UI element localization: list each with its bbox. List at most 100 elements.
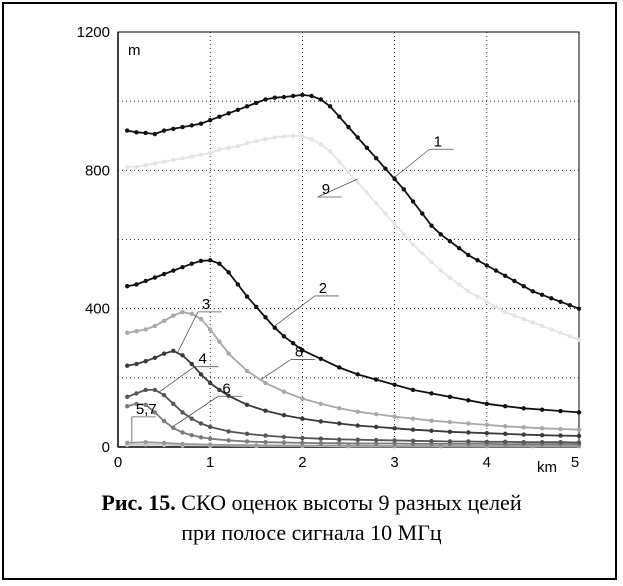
data-point xyxy=(373,377,379,382)
data-point xyxy=(134,164,139,170)
data-point xyxy=(143,327,148,332)
data-point xyxy=(152,131,158,137)
data-point xyxy=(484,263,489,268)
data-point xyxy=(161,351,167,356)
data-point xyxy=(134,391,139,396)
data-point xyxy=(373,156,379,161)
data-point xyxy=(558,433,563,438)
data-point xyxy=(337,114,342,119)
data-point xyxy=(300,92,305,98)
data-point xyxy=(429,391,434,396)
series-6 xyxy=(125,401,582,447)
data-point xyxy=(217,261,222,266)
data-point xyxy=(244,431,250,437)
data-point xyxy=(521,425,526,430)
data-point xyxy=(180,430,185,435)
series-1 xyxy=(125,92,582,311)
data-point xyxy=(189,261,194,266)
data-point xyxy=(161,440,167,446)
data-point xyxy=(281,412,287,418)
data-point xyxy=(189,361,194,367)
data-point xyxy=(539,439,545,445)
data-point xyxy=(539,292,545,298)
series-4 xyxy=(125,387,582,445)
x-tick-label: 5 xyxy=(571,454,579,471)
data-point xyxy=(318,401,324,406)
data-point xyxy=(180,156,185,161)
leader-line xyxy=(260,359,292,380)
caption-line-2: при полосе сигнала 10 МГц xyxy=(0,520,623,546)
data-point xyxy=(134,130,139,135)
data-point xyxy=(410,387,416,393)
grid-lines xyxy=(118,32,579,447)
data-point xyxy=(576,433,582,439)
leader-line xyxy=(159,366,195,392)
figure-frame xyxy=(2,2,617,580)
data-point xyxy=(392,438,397,443)
data-point xyxy=(281,94,287,100)
data-point xyxy=(217,387,222,393)
data-point xyxy=(539,433,545,438)
data-point xyxy=(290,93,296,99)
data-point xyxy=(558,330,563,336)
data-point xyxy=(447,429,453,434)
data-point xyxy=(466,421,471,426)
data-point xyxy=(521,316,526,322)
data-point xyxy=(281,334,287,339)
curve-label-6: 6 xyxy=(173,380,243,427)
data-point xyxy=(503,309,508,315)
data-point xyxy=(493,304,499,310)
data-point xyxy=(512,313,517,318)
data-point xyxy=(235,107,241,113)
data-point xyxy=(198,121,204,126)
data-point xyxy=(318,419,324,424)
data-point xyxy=(327,149,333,154)
data-point xyxy=(198,435,204,440)
data-point xyxy=(318,436,324,441)
data-point xyxy=(226,270,231,275)
data-point xyxy=(290,133,296,138)
data-point xyxy=(355,372,360,377)
data-point xyxy=(300,416,305,421)
data-point xyxy=(125,128,130,133)
data-point xyxy=(125,394,130,400)
data-point xyxy=(318,356,324,362)
leader-line xyxy=(394,148,430,178)
data-point xyxy=(171,313,176,318)
data-point xyxy=(355,409,360,414)
data-point xyxy=(447,275,453,280)
series-8 xyxy=(125,309,582,432)
data-point xyxy=(125,403,130,409)
series-line-1 xyxy=(127,93,580,310)
data-point xyxy=(281,389,287,394)
data-point xyxy=(244,104,250,109)
data-point xyxy=(134,328,139,334)
data-point xyxy=(392,441,397,446)
curve-label-9: 9 xyxy=(317,178,358,198)
data-point xyxy=(576,427,582,432)
data-point xyxy=(152,161,158,166)
x-tick-label: 4 xyxy=(483,454,491,471)
curve-label-8: 8 xyxy=(260,344,315,380)
curve-label-text: 4 xyxy=(198,351,206,368)
data-point xyxy=(346,443,351,448)
data-point xyxy=(161,418,167,424)
data-point xyxy=(134,401,139,406)
data-point xyxy=(244,439,250,444)
data-point xyxy=(171,348,176,354)
data-point xyxy=(346,124,351,130)
x-tick-label: 2 xyxy=(298,454,306,471)
data-point xyxy=(208,424,213,430)
data-point xyxy=(337,365,342,370)
data-point xyxy=(254,304,259,310)
data-point xyxy=(346,169,351,175)
curve-label-2: 2 xyxy=(274,280,339,327)
data-point xyxy=(300,134,305,139)
curve-label-4: 4 xyxy=(159,351,219,392)
data-point xyxy=(466,430,471,435)
curve-label-1: 1 xyxy=(394,133,454,178)
data-point xyxy=(281,434,287,440)
data-point xyxy=(456,245,462,251)
data-point xyxy=(208,436,213,441)
data-point xyxy=(263,137,268,142)
